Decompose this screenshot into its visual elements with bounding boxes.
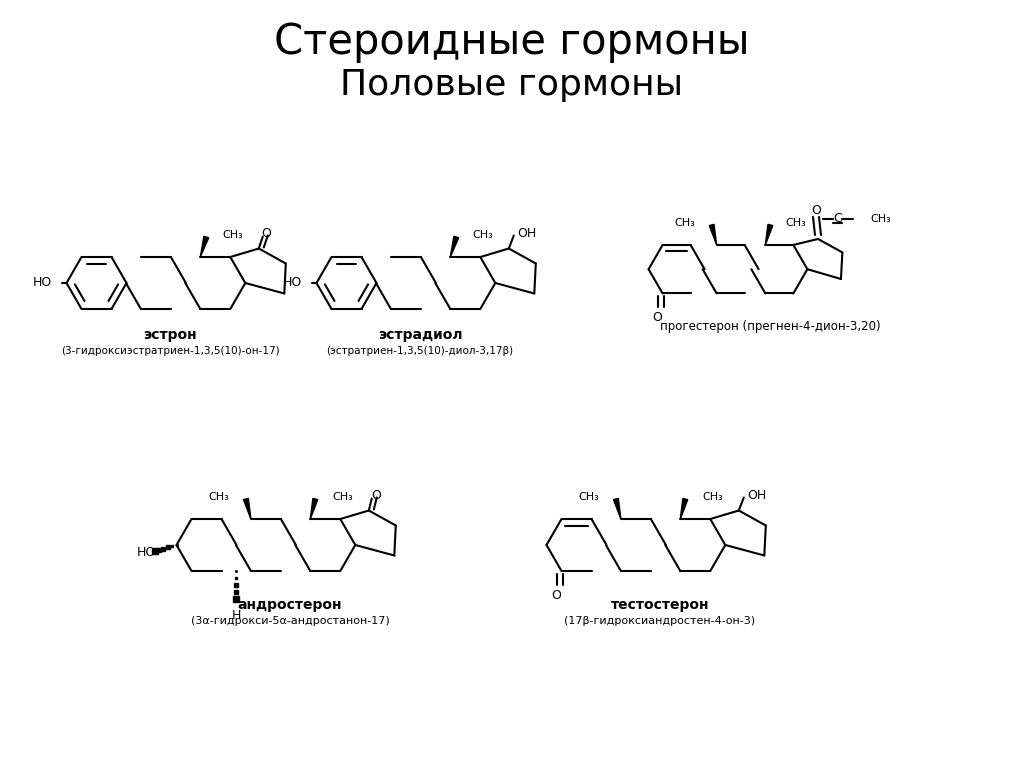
Text: CH₃: CH₃ <box>579 492 599 502</box>
Text: H: H <box>231 609 241 622</box>
Polygon shape <box>680 499 688 519</box>
Text: HO: HO <box>33 276 52 289</box>
Text: (3α-гидрокси-5α-андростанон-17): (3α-гидрокси-5α-андростанон-17) <box>190 617 389 627</box>
Text: C: C <box>834 212 843 225</box>
Text: эстрон: эстрон <box>143 328 197 343</box>
Text: (эстратриен-1,3,5(10)-диол-3,17β): (эстратриен-1,3,5(10)-диол-3,17β) <box>327 345 514 355</box>
Text: CH₃: CH₃ <box>222 230 243 240</box>
Text: CH₃: CH₃ <box>208 492 229 502</box>
Text: O: O <box>261 227 270 240</box>
Text: CH₃: CH₃ <box>702 492 723 502</box>
Text: OH: OH <box>746 489 766 502</box>
Text: CH₃: CH₃ <box>333 492 353 502</box>
Text: HO: HO <box>284 276 302 289</box>
Polygon shape <box>613 499 621 519</box>
Text: O: O <box>371 489 381 502</box>
Text: CH₃: CH₃ <box>674 218 694 228</box>
Polygon shape <box>244 499 251 519</box>
Text: прогестерон (прегнен-4-дион-3,20): прогестерон (прегнен-4-дион-3,20) <box>659 320 881 333</box>
Polygon shape <box>765 224 773 245</box>
Polygon shape <box>201 236 209 257</box>
Text: (3-гидроксиэстратриен-1,3,5(10)-он-17): (3-гидроксиэстратриен-1,3,5(10)-он-17) <box>60 345 280 355</box>
Text: OH: OH <box>517 227 536 240</box>
Polygon shape <box>451 236 459 257</box>
Polygon shape <box>310 499 317 519</box>
Polygon shape <box>710 224 717 245</box>
Text: Половые гормоны: Половые гормоны <box>340 68 684 102</box>
Text: HO: HO <box>137 547 157 559</box>
Text: (17β-гидроксиандростен-4-он-3): (17β-гидроксиандростен-4-он-3) <box>564 617 756 627</box>
Text: O: O <box>652 311 663 324</box>
Text: Стероидные гормоны: Стероидные гормоны <box>274 21 750 63</box>
Text: андростерон: андростерон <box>238 598 342 612</box>
Text: O: O <box>811 205 821 218</box>
Text: CH₃: CH₃ <box>785 218 806 228</box>
Text: CH₃: CH₃ <box>472 230 493 240</box>
Text: эстрадиол: эстрадиол <box>378 328 462 343</box>
Text: CH₃: CH₃ <box>870 214 891 224</box>
Text: O: O <box>552 589 561 602</box>
Text: тестостерон: тестостерон <box>610 598 710 612</box>
